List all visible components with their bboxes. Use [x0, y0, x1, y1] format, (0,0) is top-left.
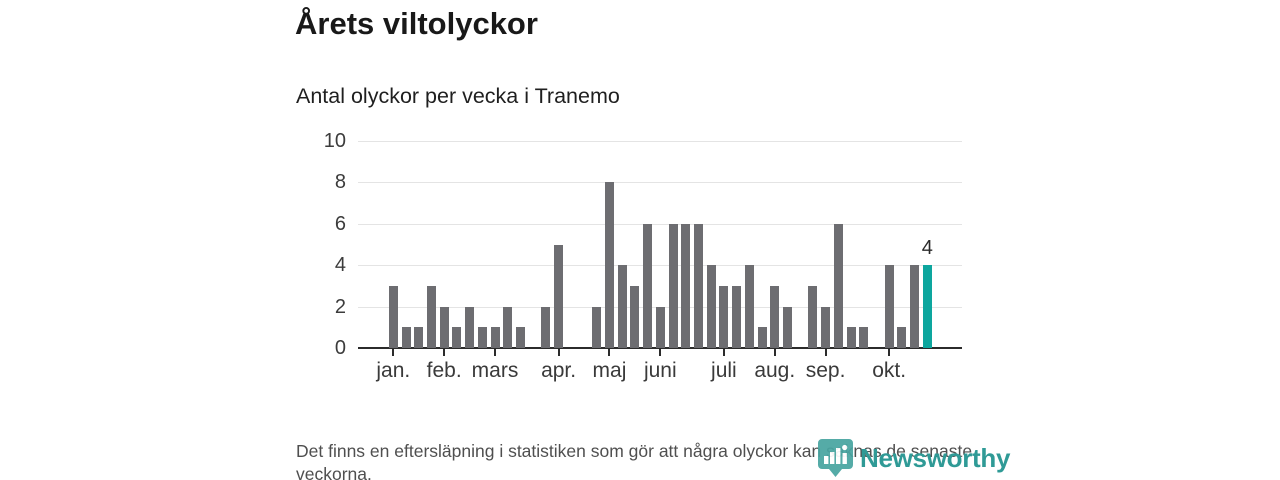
bar-week-36: [833, 223, 843, 348]
highlight-value-label: 4: [921, 237, 933, 260]
bar-week-14: [554, 244, 564, 348]
newsworthy-logo[interactable]: Newsworthy: [817, 438, 1010, 478]
x-tick-sep: [824, 349, 827, 356]
x-tick-juni: [659, 349, 662, 356]
bar-week-2: [401, 327, 411, 348]
y-axis-label-10: 10: [323, 130, 346, 152]
x-tick-aug: [773, 349, 776, 356]
bar-week-8: [477, 327, 487, 348]
bar-week-35: [821, 306, 831, 348]
bar-week-6: [452, 327, 462, 348]
bar-week-13: [541, 306, 551, 348]
bar-week-26: [706, 265, 716, 348]
chart-subtitle: Antal olyckor per vecka i Tranemo: [296, 84, 620, 108]
newsworthy-pin-barchart-icon: [818, 439, 853, 477]
bar-week-27: [719, 285, 729, 348]
bar-week-18: [604, 182, 614, 348]
bar-week-37: [846, 327, 856, 348]
bar-week-22: [655, 306, 665, 348]
page-title: Årets viltolyckor: [295, 6, 538, 41]
bar-week-43-highlighted: [922, 265, 932, 348]
bar-week-34: [808, 285, 818, 348]
x-axis-label-sep: sep.: [805, 359, 846, 382]
y-axis-label-8: 8: [334, 171, 346, 194]
gridline-y8: [358, 182, 962, 184]
newsworthy-wordmark: Newsworthy: [860, 442, 1011, 473]
bar-week-38: [859, 327, 869, 348]
x-axis-label-mars: mars: [471, 359, 519, 382]
bar-week-9: [490, 327, 500, 348]
bar-week-30: [757, 327, 767, 348]
gridline-y4: [358, 265, 962, 267]
footnote-text: Det finns en eftersläpning i statistiken…: [296, 441, 973, 480]
x-axis-label-apr: apr.: [541, 359, 577, 382]
bar-week-23: [668, 223, 678, 348]
bar-week-17: [592, 306, 602, 348]
x-tick-jan: [392, 349, 395, 356]
x-axis-label-maj: maj: [592, 359, 627, 382]
x-tick-apr: [557, 349, 560, 356]
bar-week-3: [414, 327, 424, 348]
x-tick-okt: [888, 349, 891, 356]
gridline-y10: [358, 141, 962, 142]
x-axis-line: [358, 347, 962, 349]
bar-week-31: [770, 285, 780, 348]
y-axis-label-4: 4: [334, 254, 346, 277]
x-axis-label-juli: juli: [711, 359, 737, 382]
x-axis-label-jan: jan.: [376, 359, 411, 382]
x-tick-maj: [608, 349, 611, 356]
bar-week-20: [630, 285, 640, 348]
y-axis-label-0: 0: [334, 337, 346, 359]
x-tick-juli: [722, 349, 725, 356]
bar-week-1: [388, 285, 398, 348]
bar-week-28: [732, 285, 742, 348]
bar-week-29: [744, 265, 754, 348]
x-axis-label-okt: okt.: [872, 359, 907, 382]
bar-week-10: [503, 306, 513, 348]
bar-week-19: [617, 265, 627, 348]
bar-week-24: [681, 223, 691, 348]
bar-week-7: [465, 306, 475, 348]
x-axis-label-juni: juni: [643, 359, 677, 382]
bar-week-11: [515, 327, 525, 348]
x-axis-label-feb: feb.: [426, 359, 462, 382]
y-axis-label-2: 2: [334, 295, 346, 318]
bar-week-25: [693, 223, 703, 348]
gridline-y6: [358, 223, 962, 225]
y-axis-label-6: 6: [334, 212, 346, 235]
bar-week-32: [782, 306, 792, 348]
bar-week-42: [910, 265, 920, 348]
bar-week-5: [439, 306, 449, 348]
bar-week-21: [643, 223, 653, 348]
x-tick-feb: [443, 349, 446, 356]
x-axis-label-aug: aug.: [754, 359, 796, 382]
bar-week-41: [897, 327, 907, 348]
bar-week-4: [426, 285, 436, 348]
bar-week-40: [884, 265, 894, 348]
x-tick-mars: [494, 349, 497, 356]
